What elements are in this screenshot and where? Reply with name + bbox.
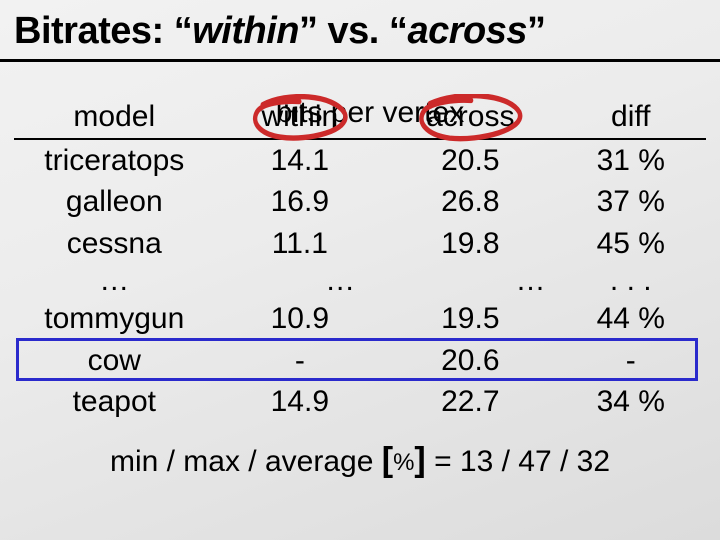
ellipsis-row: … … … . . .	[14, 264, 706, 298]
cell-across: 20.5	[385, 139, 555, 182]
table-row: galleon 16.9 26.8 37 %	[14, 181, 706, 223]
cell-within: 14.9	[215, 381, 385, 423]
cell-model: tommygun	[14, 298, 215, 340]
header-model: model	[14, 96, 215, 139]
bracket-open: [	[382, 441, 393, 479]
cell-diff: 45 %	[556, 223, 706, 265]
cell-model: cow	[14, 340, 215, 382]
cell-across: 20.6	[385, 340, 555, 382]
cell-across: 19.5	[385, 298, 555, 340]
cell-diff: -	[556, 340, 706, 382]
cell-model: teapot	[14, 381, 215, 423]
title-mid: ” vs. “	[299, 10, 407, 52]
slide-body: bits per vertex model within across	[0, 96, 720, 480]
slide-title: Bitrates: “within” vs. “across”	[0, 0, 720, 59]
header-row: model within across diff	[14, 96, 706, 139]
footer-summary: min / max / average [%] = 13 / 47 / 32	[14, 441, 706, 480]
title-post: ”	[527, 10, 546, 52]
header-diff: diff	[556, 96, 706, 139]
footer-left: min / max / average	[110, 445, 382, 478]
footer-pct: %	[393, 449, 414, 476]
header-model-text: model	[73, 100, 155, 133]
header-across-circled: across	[420, 98, 520, 136]
cell-across: 26.8	[385, 181, 555, 223]
cell-model: galleon	[14, 181, 215, 223]
cell-model: triceratops	[14, 139, 215, 182]
title-across: across	[407, 10, 527, 52]
table-row: cow - 20.6 -	[14, 340, 706, 382]
header-diff-text: diff	[611, 100, 650, 133]
table-row: triceratops 14.1 20.5 31 %	[14, 139, 706, 182]
footer-right: = 13 / 47 / 32	[426, 445, 610, 478]
cell-diff: 37 %	[556, 181, 706, 223]
table-row: tommygun 10.9 19.5 44 %	[14, 298, 706, 340]
cell-within: 11.1	[215, 223, 385, 265]
bracket-close: ]	[414, 441, 425, 479]
cell-across: 19.8	[385, 223, 555, 265]
cell-model: …	[14, 264, 215, 298]
cell-within: 10.9	[215, 298, 385, 340]
cell-diff: . . .	[556, 264, 706, 298]
cell-diff: 34 %	[556, 381, 706, 423]
cell-across: 22.7	[385, 381, 555, 423]
title-within: within	[192, 10, 299, 52]
cell-within: -	[215, 340, 385, 382]
table-row: teapot 14.9 22.7 34 %	[14, 381, 706, 423]
header-within-text: within	[261, 100, 338, 133]
title-pre: Bitrates: “	[14, 10, 192, 52]
cell-within: 16.9	[215, 181, 385, 223]
cell-within: 14.1	[215, 139, 385, 182]
header-across: across	[385, 96, 555, 139]
header-within: within	[215, 96, 385, 139]
header-across-text: across	[426, 100, 514, 133]
bitrate-table: model within across diff	[14, 96, 706, 423]
cell-diff: 44 %	[556, 298, 706, 340]
cell-diff: 31 %	[556, 139, 706, 182]
cell-model: cessna	[14, 223, 215, 265]
cell-within: …	[215, 264, 385, 298]
title-underline	[0, 59, 720, 62]
header-within-circled: within	[255, 98, 344, 136]
cell-across: …	[385, 264, 555, 298]
table-row: cessna 11.1 19.8 45 %	[14, 223, 706, 265]
